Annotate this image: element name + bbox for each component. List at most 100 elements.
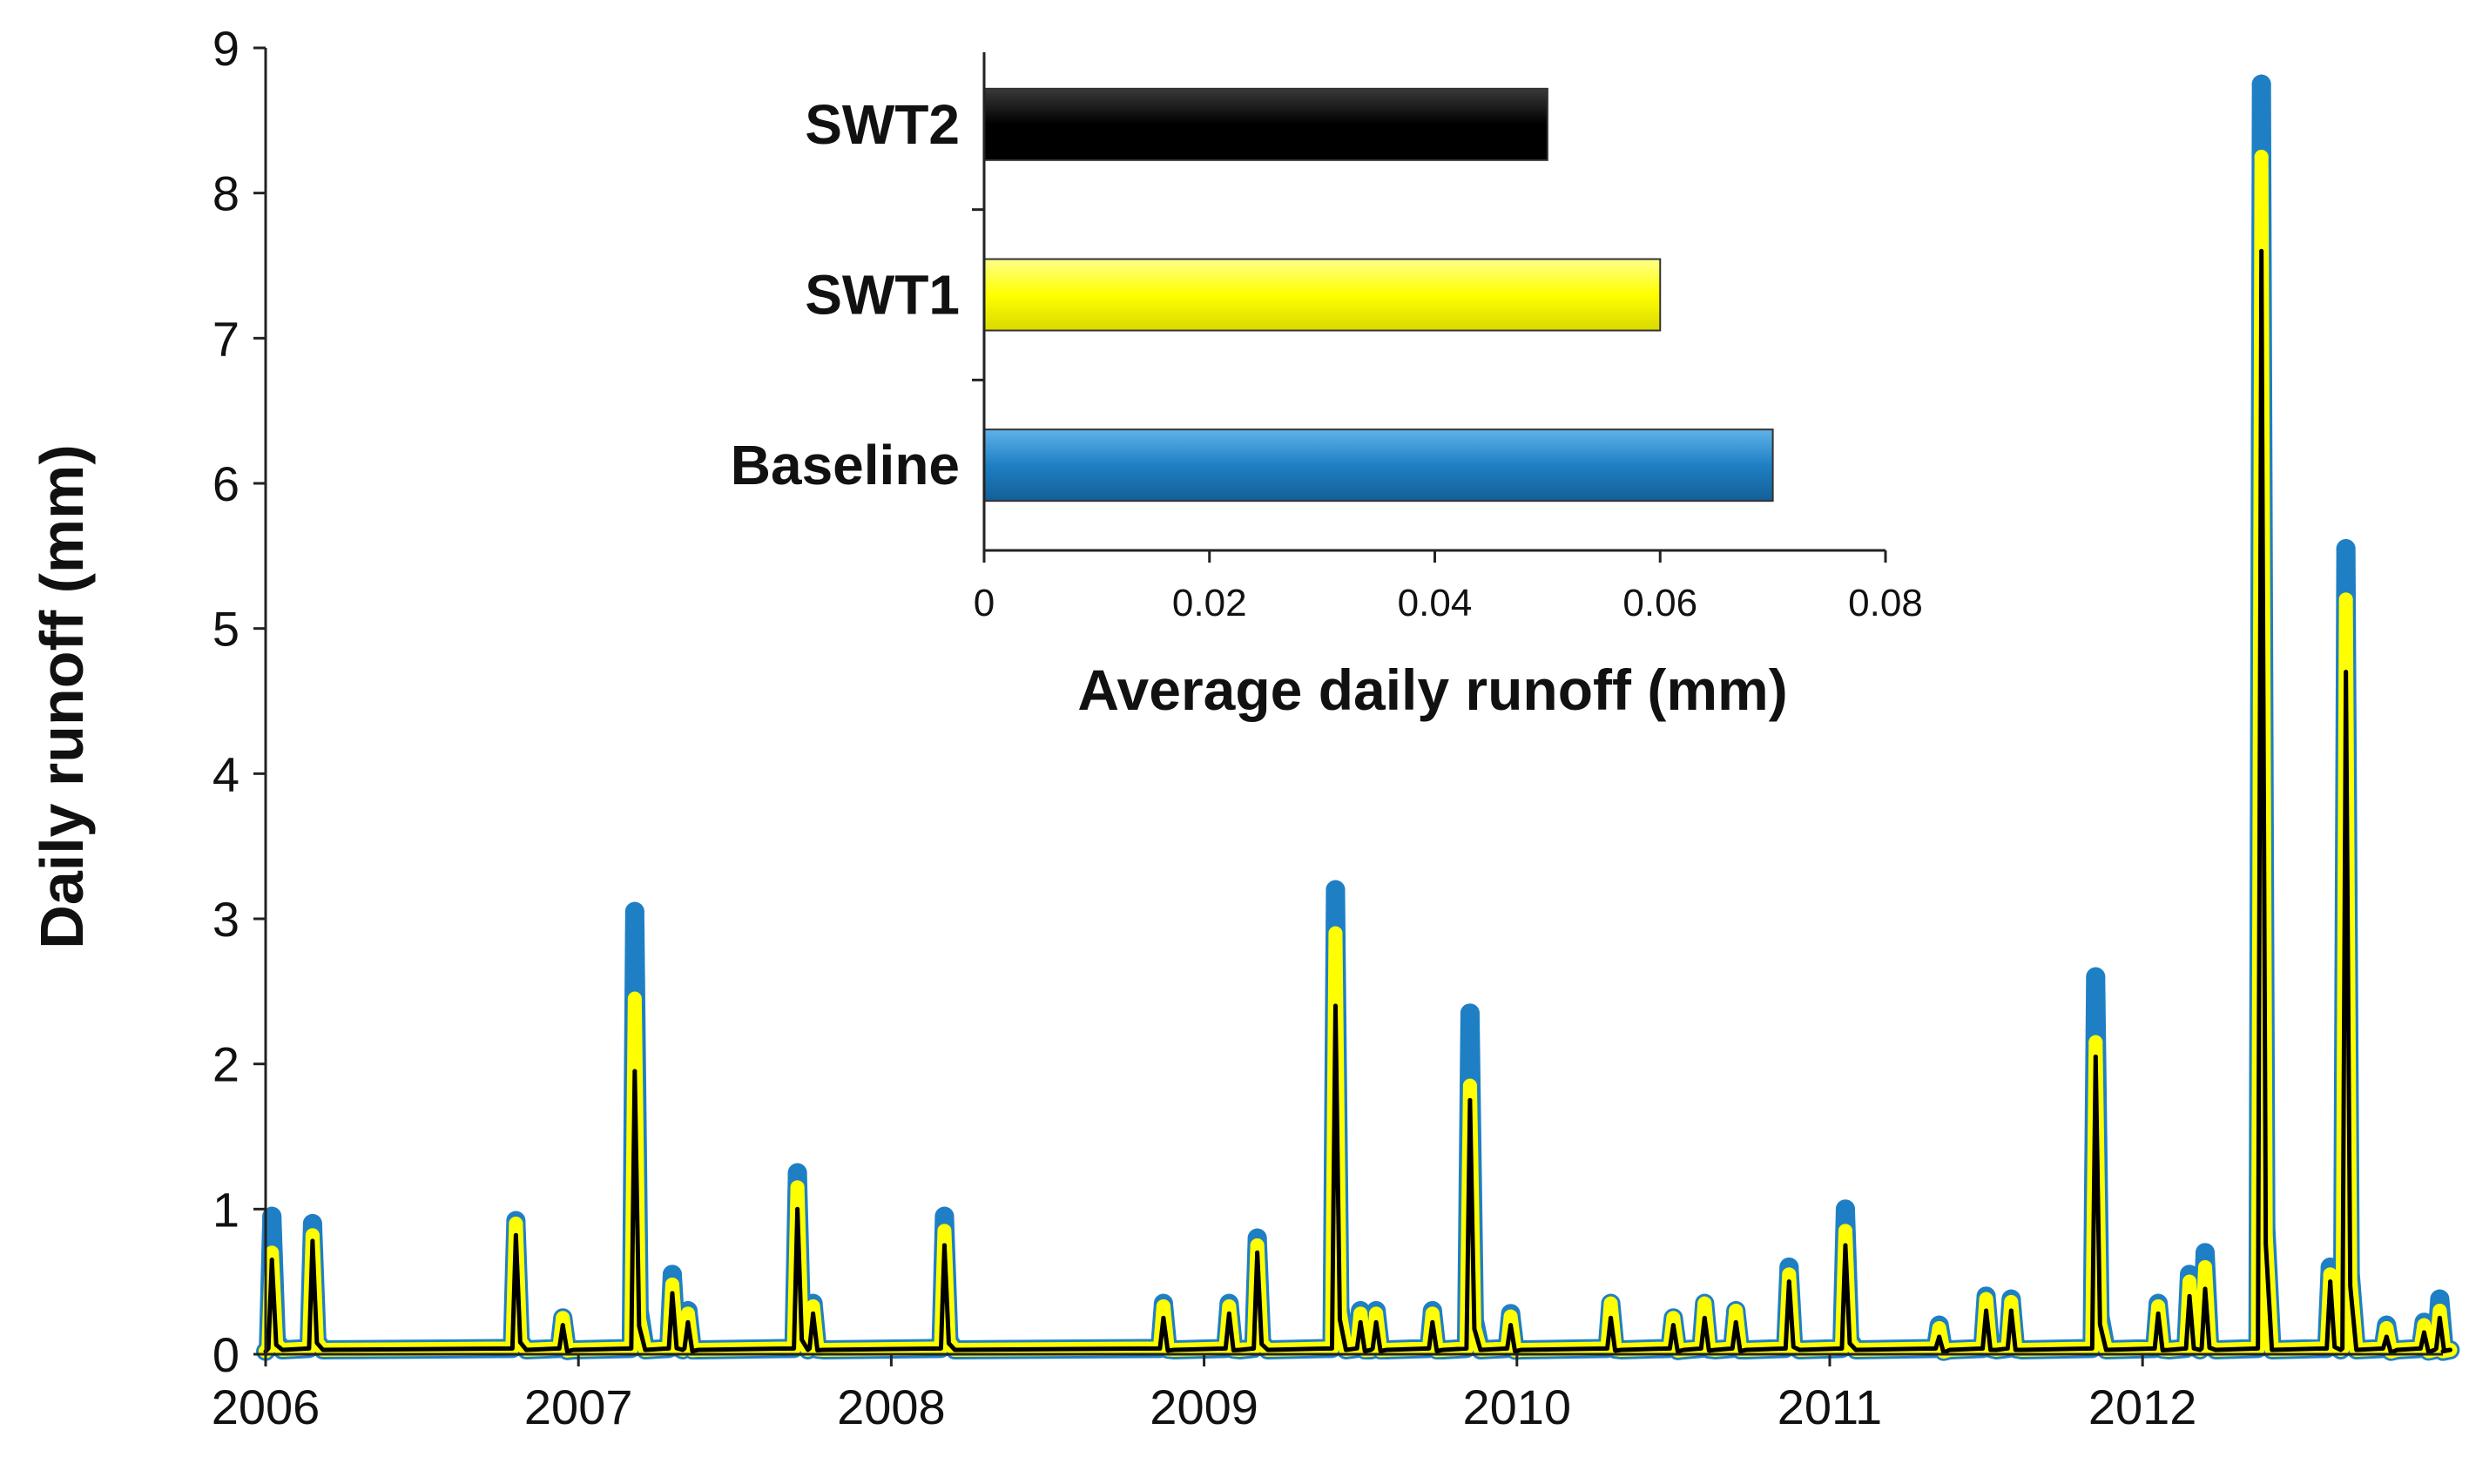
peak-point-swt1 xyxy=(680,1306,695,1321)
peak-point-baseline xyxy=(2430,1289,2450,1309)
peak-point-swt2 xyxy=(2259,248,2264,253)
peak-point-swt1 xyxy=(1932,1321,1946,1335)
peak-point-swt1 xyxy=(2432,1304,2447,1318)
peak-point-swt2 xyxy=(1358,1319,1363,1325)
category-label-swt1: SWT1 xyxy=(805,264,960,327)
inset-x-tick-label: 0 xyxy=(974,582,995,624)
peak-point-swt2 xyxy=(1226,1311,1231,1316)
x-tick-label: 2006 xyxy=(212,1379,320,1434)
peak-point-swt1 xyxy=(265,1245,280,1260)
peak-point-swt1 xyxy=(2088,1035,2103,1049)
peak-point-swt2 xyxy=(1733,1319,1738,1325)
y-tick-label: 0 xyxy=(212,1327,239,1382)
peak-point-swt1 xyxy=(1222,1299,1237,1313)
peak-point-swt1 xyxy=(1250,1238,1265,1252)
x-tick-label: 2008 xyxy=(837,1379,946,1434)
peak-point-swt1 xyxy=(937,1224,952,1238)
peak-point-swt2 xyxy=(1609,1315,1614,1320)
peak-point-swt2 xyxy=(811,1311,816,1316)
x-ticks: 2006 2007 2008 2009 2010 2011 2012 xyxy=(212,1354,2197,1434)
series-peaks-swt2 xyxy=(269,248,2442,1339)
peak-point-baseline xyxy=(787,1163,807,1183)
peak-point-swt2 xyxy=(632,1069,637,1074)
peak-point-swt1 xyxy=(509,1217,523,1231)
peak-point-swt1 xyxy=(790,1180,805,1195)
peak-point-swt1 xyxy=(2198,1260,2213,1274)
inset-bars xyxy=(983,87,1774,503)
inset-bar-chart: 0 0.02 0.04 0.06 0.08 SWT2 SWT1 Baseline Avera… xyxy=(731,52,1923,722)
peak-point-swt1 xyxy=(2338,592,2353,607)
peak-point-swt2 xyxy=(269,1258,274,1263)
x-tick-label: 2010 xyxy=(1462,1379,1571,1434)
x-tick-label: 2007 xyxy=(524,1379,633,1434)
peak-point-swt1 xyxy=(806,1299,820,1313)
peak-point-swt2 xyxy=(1786,1279,1791,1285)
peak-point-baseline xyxy=(934,1206,955,1226)
x-tick-label: 2011 xyxy=(1778,1379,1882,1434)
peak-point-swt1 xyxy=(627,991,642,1006)
peak-point-swt2 xyxy=(1373,1319,1379,1325)
peak-point-swt1 xyxy=(2182,1274,2197,1289)
peak-point-swt1 xyxy=(2379,1321,2394,1335)
peak-point-swt1 xyxy=(2417,1318,2432,1332)
peak-point-swt2 xyxy=(2187,1293,2192,1298)
inset-x-axis-label: Average daily runoff (mm) xyxy=(1077,658,1787,722)
peak-point-swt2 xyxy=(2008,1308,2014,1313)
peak-point-swt1 xyxy=(1666,1311,1681,1325)
peak-point-baseline xyxy=(1460,1003,1480,1023)
peak-point-swt2 xyxy=(1702,1315,1707,1320)
peak-point-swt1 xyxy=(1353,1306,1368,1321)
peak-point-swt2 xyxy=(1332,1003,1338,1008)
peak-point-baseline xyxy=(662,1265,682,1285)
bar-swt1 xyxy=(983,258,1662,332)
runoff-series-group xyxy=(256,74,2460,1361)
peak-point-swt2 xyxy=(1430,1319,1435,1325)
y-tick-label: 5 xyxy=(212,602,239,657)
peak-point-swt2 xyxy=(2421,1330,2426,1335)
peak-point-swt2 xyxy=(2328,1279,2333,1285)
peak-point-swt1 xyxy=(1503,1309,1518,1324)
peak-point-swt1 xyxy=(1425,1306,1440,1321)
peak-point-baseline xyxy=(2196,1243,2216,1263)
y-tick-label: 9 xyxy=(212,21,239,76)
inset-x-tick-label: 0.04 xyxy=(1398,582,1473,624)
peak-point-swt1 xyxy=(1156,1299,1170,1313)
peak-point-swt1 xyxy=(2254,150,2269,164)
peak-point-swt2 xyxy=(2344,670,2349,675)
peak-point-baseline xyxy=(302,1214,322,1233)
peak-point-baseline xyxy=(2086,967,2106,987)
main-axes: 0 1 2 3 4 5 6 7 8 9 2006 2007 2008 2009 2010 2011 2012 xyxy=(212,21,2443,1434)
bar-baseline xyxy=(983,428,1774,503)
peak-point-swt2 xyxy=(2384,1334,2389,1339)
peak-point-swt2 xyxy=(670,1291,675,1296)
series-peaks-swt1 xyxy=(265,150,2447,1335)
inset-axes: 0 0.02 0.04 0.06 0.08 SWT2 SWT1 Baseline xyxy=(731,52,1923,624)
peak-point-baseline xyxy=(1326,880,1346,900)
peak-point-swt2 xyxy=(2093,1054,2098,1059)
y-tick-label: 8 xyxy=(212,166,239,221)
x-tick-label: 2009 xyxy=(1150,1379,1258,1434)
bar-swt2 xyxy=(983,87,1548,161)
peak-point-swt2 xyxy=(1843,1243,1848,1248)
peak-point-swt2 xyxy=(1670,1323,1676,1328)
peak-point-swt1 xyxy=(664,1278,679,1292)
peak-point-swt2 xyxy=(1255,1250,1260,1255)
peak-point-swt2 xyxy=(1984,1308,1989,1313)
peak-point-baseline xyxy=(2251,74,2271,94)
peak-point-swt1 xyxy=(2151,1299,2166,1313)
category-label-swt2: SWT2 xyxy=(805,93,960,156)
peak-point-baseline xyxy=(2336,539,2356,558)
peak-point-swt2 xyxy=(513,1232,518,1238)
peak-point-swt2 xyxy=(2155,1311,2161,1316)
y-axis-label: Daily runoff (mm) xyxy=(28,444,96,948)
peak-point-swt2 xyxy=(2203,1286,2208,1292)
peak-point-swt1 xyxy=(556,1311,570,1325)
y-ticks: 0 1 2 3 4 5 6 7 8 9 xyxy=(212,21,266,1382)
peak-point-swt1 xyxy=(1462,1078,1477,1093)
peak-point-swt2 xyxy=(1467,1097,1473,1103)
peak-point-swt1 xyxy=(1328,926,1343,941)
x-tick-label: 2012 xyxy=(2088,1379,2197,1434)
peak-point-swt2 xyxy=(2437,1315,2442,1320)
peak-point-swt2 xyxy=(1161,1315,1166,1320)
y-tick-label: 2 xyxy=(212,1037,239,1092)
